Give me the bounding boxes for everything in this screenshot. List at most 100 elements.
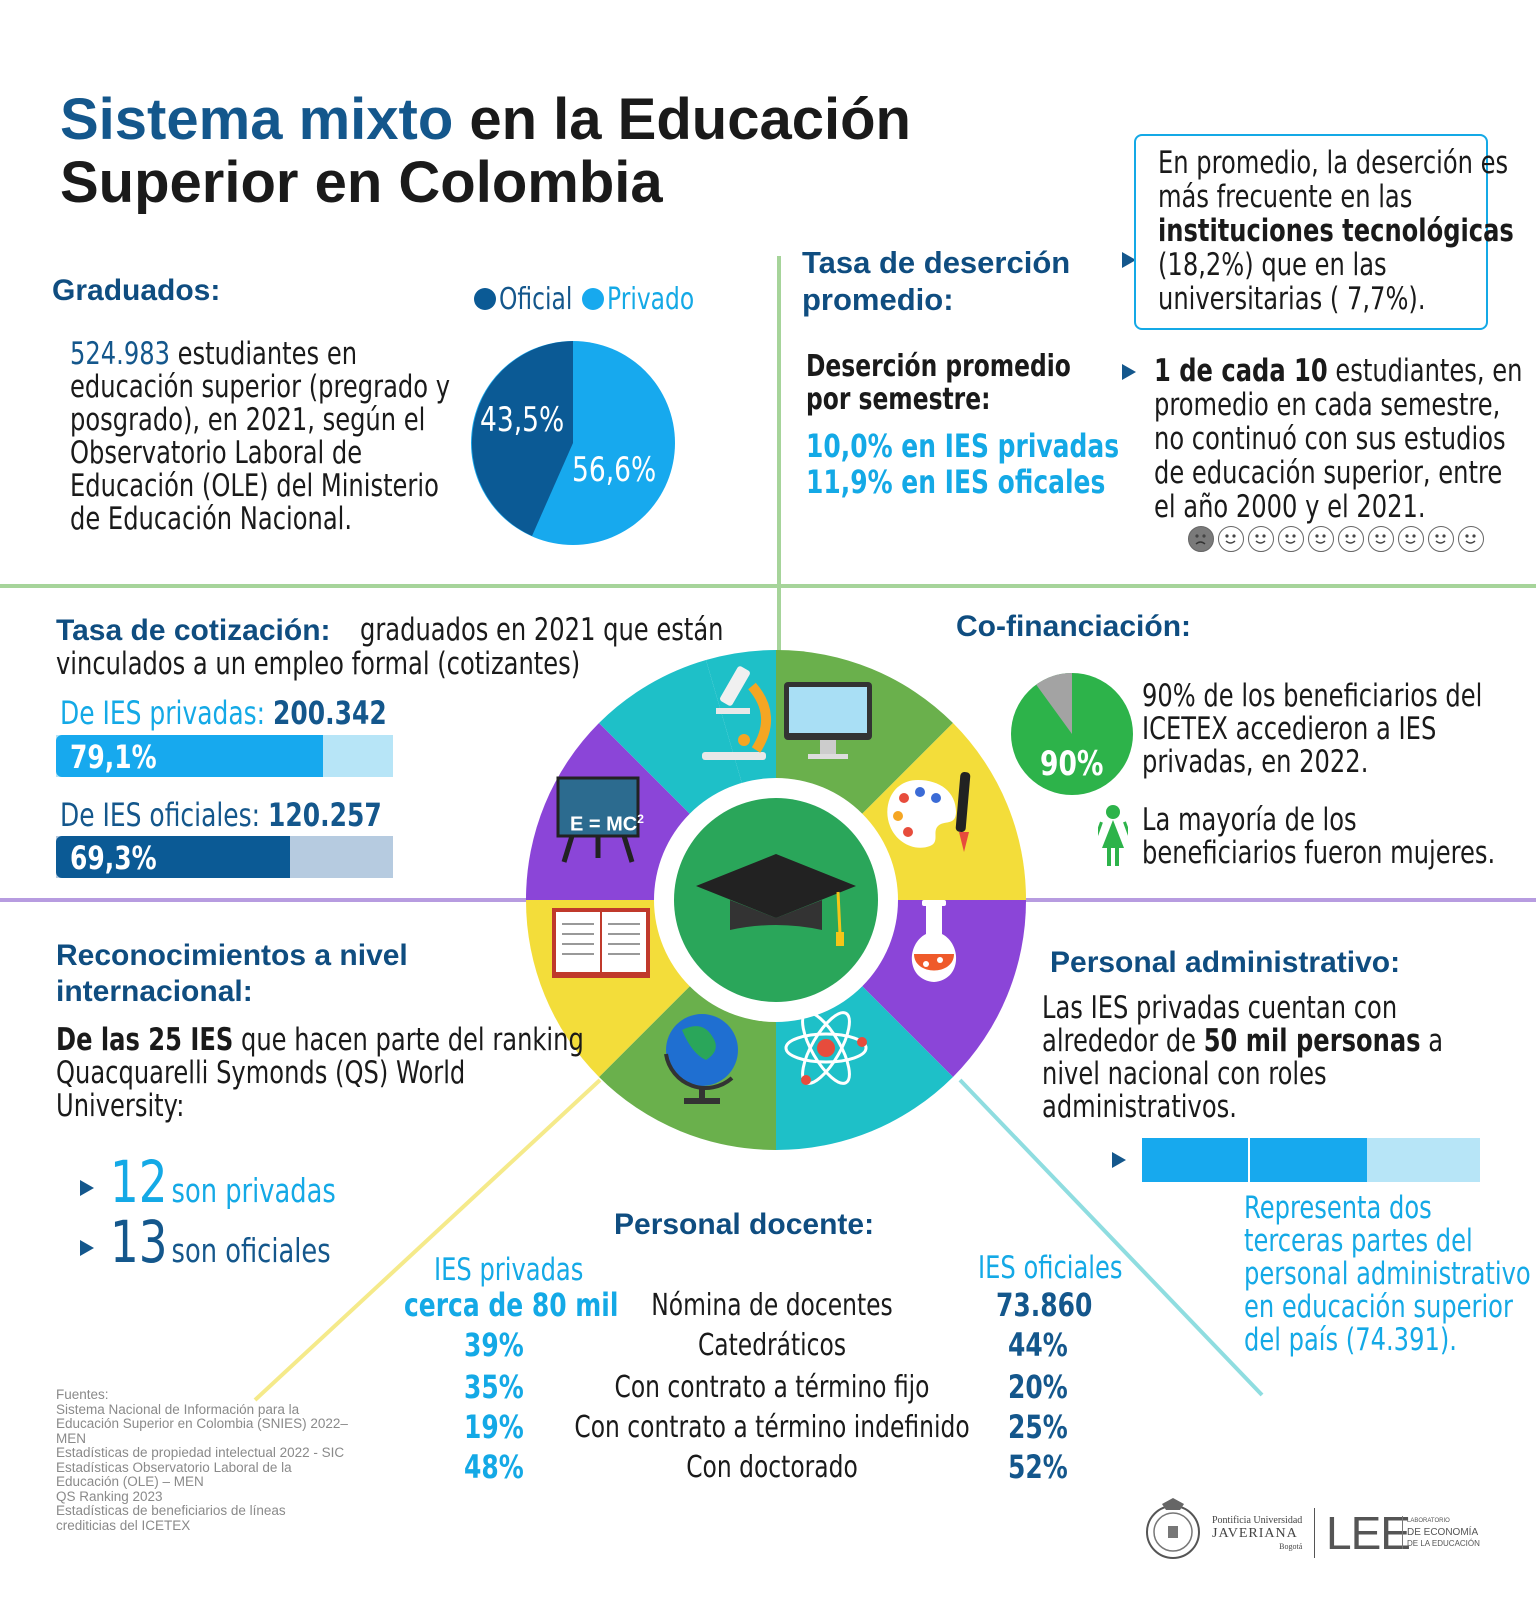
cofinanciacion-pie-label: 90% [1040,744,1104,784]
desercion-values: 10,0% en IES privadas 11,9% en IES ofica… [806,428,1119,500]
desercion-privadas: 10,0% en IES privadas [806,427,1120,465]
smiley-face-icon [1338,526,1364,552]
docente-oficiales-value: 52% [1008,1448,1068,1486]
admin-line-3: nivel nacional con roles [1042,1056,1327,1092]
paint-palette-icon [887,772,971,852]
cotizacion-privadas-label: De IES privadas: 200.342 [60,694,387,732]
privadas-label-text: De IES privadas: [60,694,274,732]
flask-icon [911,900,957,982]
atom-icon [784,1011,868,1085]
docente-row-label: Con doctorado [686,1450,858,1485]
globe-icon [664,1014,738,1104]
reconocimientos-bold: De las 25 IES [56,1022,234,1058]
cotizacion-privadas-pct: 79,1% [70,738,157,776]
docente-row-label: Con contrato a término indefinido [574,1410,970,1445]
cotizacion-oficiales-pct: 69,3% [70,839,157,877]
cotizacion-text-2: vinculados a un empleo formal (cotizante… [56,646,581,682]
oficiales-label-text: De IES oficiales: [60,796,269,834]
graduados-text-1: estudiantes en [169,336,358,372]
graduados-count: 524.983 [70,336,170,372]
reconocimientos-privadas: 12 son privadas [110,1148,336,1216]
lee-small-3: DE LA EDUCACIÓN [1407,1539,1480,1548]
cotizacion-heading-bold: Tasa de cotización: [56,614,331,647]
admin-line-4: administrativos. [1042,1089,1237,1125]
smiley-face-icon [1218,526,1244,552]
graduados-pie-chart [471,341,675,545]
cofinanciacion-heading: Co-financiación: [956,610,1192,643]
formula-sup: 2 [637,812,644,826]
fuentes-line: Sistema Nacional de Información para la [56,1401,300,1417]
title-highlight: Sistema mixto [60,87,454,152]
sad-face-icon [1188,526,1214,552]
desercion-subheading: Deserción promedio por semestre: [806,350,1071,416]
pie-slice-oficial [471,341,573,536]
callout-line: (18,2%) que en las [1158,247,1387,283]
docente-col-privadas: IES privadas [434,1252,584,1288]
desercion-heading: Tasa de deserción promedio: [802,244,1070,318]
javeriana-logo-text: Pontificia Universidad JAVERIANA Bogotá [1212,1514,1302,1553]
admin-line-2c: a [1420,1023,1444,1059]
woman-icon [1098,805,1128,866]
reconocimientos-privadas-arrow-icon [80,1180,94,1196]
graduados-heading: Graduados: [52,274,221,307]
reconocimientos-heading-2: internacional: [56,975,253,1008]
desercion-box-arrow-icon [1122,252,1136,268]
graduation-cap-icon [696,854,856,946]
admin-line-2a: alrededor de [1042,1023,1204,1059]
graduados-line: Educación (OLE) del Ministerio [70,468,439,504]
logo-separator [1314,1508,1315,1558]
smiley-face-icon [1458,526,1484,552]
desercion-oficiales: 11,9% en IES oficales [806,463,1106,501]
cofi-line: 90% de los beneficiarios del [1142,678,1483,714]
divider-vertical-green [777,256,781,676]
privadas-text: son privadas [171,1171,336,1210]
oficiales-label-value: 120.257 [268,796,382,834]
docente-oficiales-value: 73.860 [996,1286,1093,1324]
page-title: Sistema mixto en la Educación Superior e… [60,88,911,214]
docente-privadas-value: 35% [464,1368,524,1406]
cofi-slice-other [1036,673,1072,734]
administrativo-rep-text: Representa dos terceras partes del perso… [1244,1192,1531,1357]
cofi-line: ICETEX accedieron a IES [1142,711,1437,747]
administrativo-arrow-icon [1112,1152,1126,1168]
desercion-sub-1: Deserción promedio [806,349,1071,384]
reconocimientos-oficiales: 13 son oficiales [110,1208,331,1276]
smiley-face-icon [1368,526,1394,552]
docente-row-label: Con contrato a término fijo [614,1370,930,1405]
reconocimientos-text-1: que hacen parte del ranking [233,1022,584,1058]
fuentes-line: MEN [56,1430,86,1446]
lee-logo-small: LABORATORIO DE ECONOMÍA DE LA EDUCACIÓN [1402,1516,1480,1549]
rep-line: terceras partes del [1244,1223,1473,1259]
title-line2: Superior en Colombia [60,150,663,215]
javeriana-line-3: Bogotá [1279,1542,1303,1551]
cofinanciacion-text: 90% de los beneficiarios del ICETEX acce… [1142,680,1482,779]
women-line: beneficiarios fueron mujeres. [1142,835,1496,871]
fuentes-heading: Fuentes: [56,1387,109,1402]
cotizacion-oficiales-label: De IES oficiales: 120.257 [60,796,382,834]
rep-line: Representa dos [1244,1190,1432,1226]
desercion-stat-text: 1 de cada 10 estudiantes, en promedio en… [1154,354,1522,524]
reconocimientos-line: University: [56,1088,185,1124]
desercion-heading-2: promedio: [802,282,954,317]
lee-small-1: LABORATORIO [1407,1518,1450,1524]
graduados-text: 524.983 estudiantes en educación superio… [70,338,450,536]
central-wheel [525,649,1027,1151]
docente-oficiales-value: 44% [1008,1326,1068,1364]
cofinanciacion-pie-chart [1011,673,1133,795]
chalkboard-formula: E = MC2 [570,812,644,837]
graduados-line: posgrado), en 2021, según el [70,402,426,438]
stat-text-1: estudiantes, en [1327,353,1523,389]
graduados-line: Observatorio Laboral de [70,435,363,471]
callout-line: En promedio, la deserción es [1158,145,1509,181]
graduados-legend: Oficial Privado [474,282,714,322]
fuentes-line: Estadísticas de beneficiarios de líneas [56,1503,286,1518]
title-rest: en la Educación [453,87,911,152]
cotizacion-heading: Tasa de cotización: [56,614,331,648]
cofinanciacion-women-text: La mayoría de los beneficiarios fueron m… [1142,804,1495,870]
fuentes-block: Fuentes: Sistema Nacional de Información… [56,1387,348,1533]
fuentes-line: Estadísticas Observatorio Laboral de la [56,1459,292,1475]
graduados-line: de Educación Nacional. [70,501,353,537]
legend-oficial-label: Oficial [499,282,573,317]
reconocimientos-line: Quacquarelli Symonds (QS) World [56,1055,466,1091]
